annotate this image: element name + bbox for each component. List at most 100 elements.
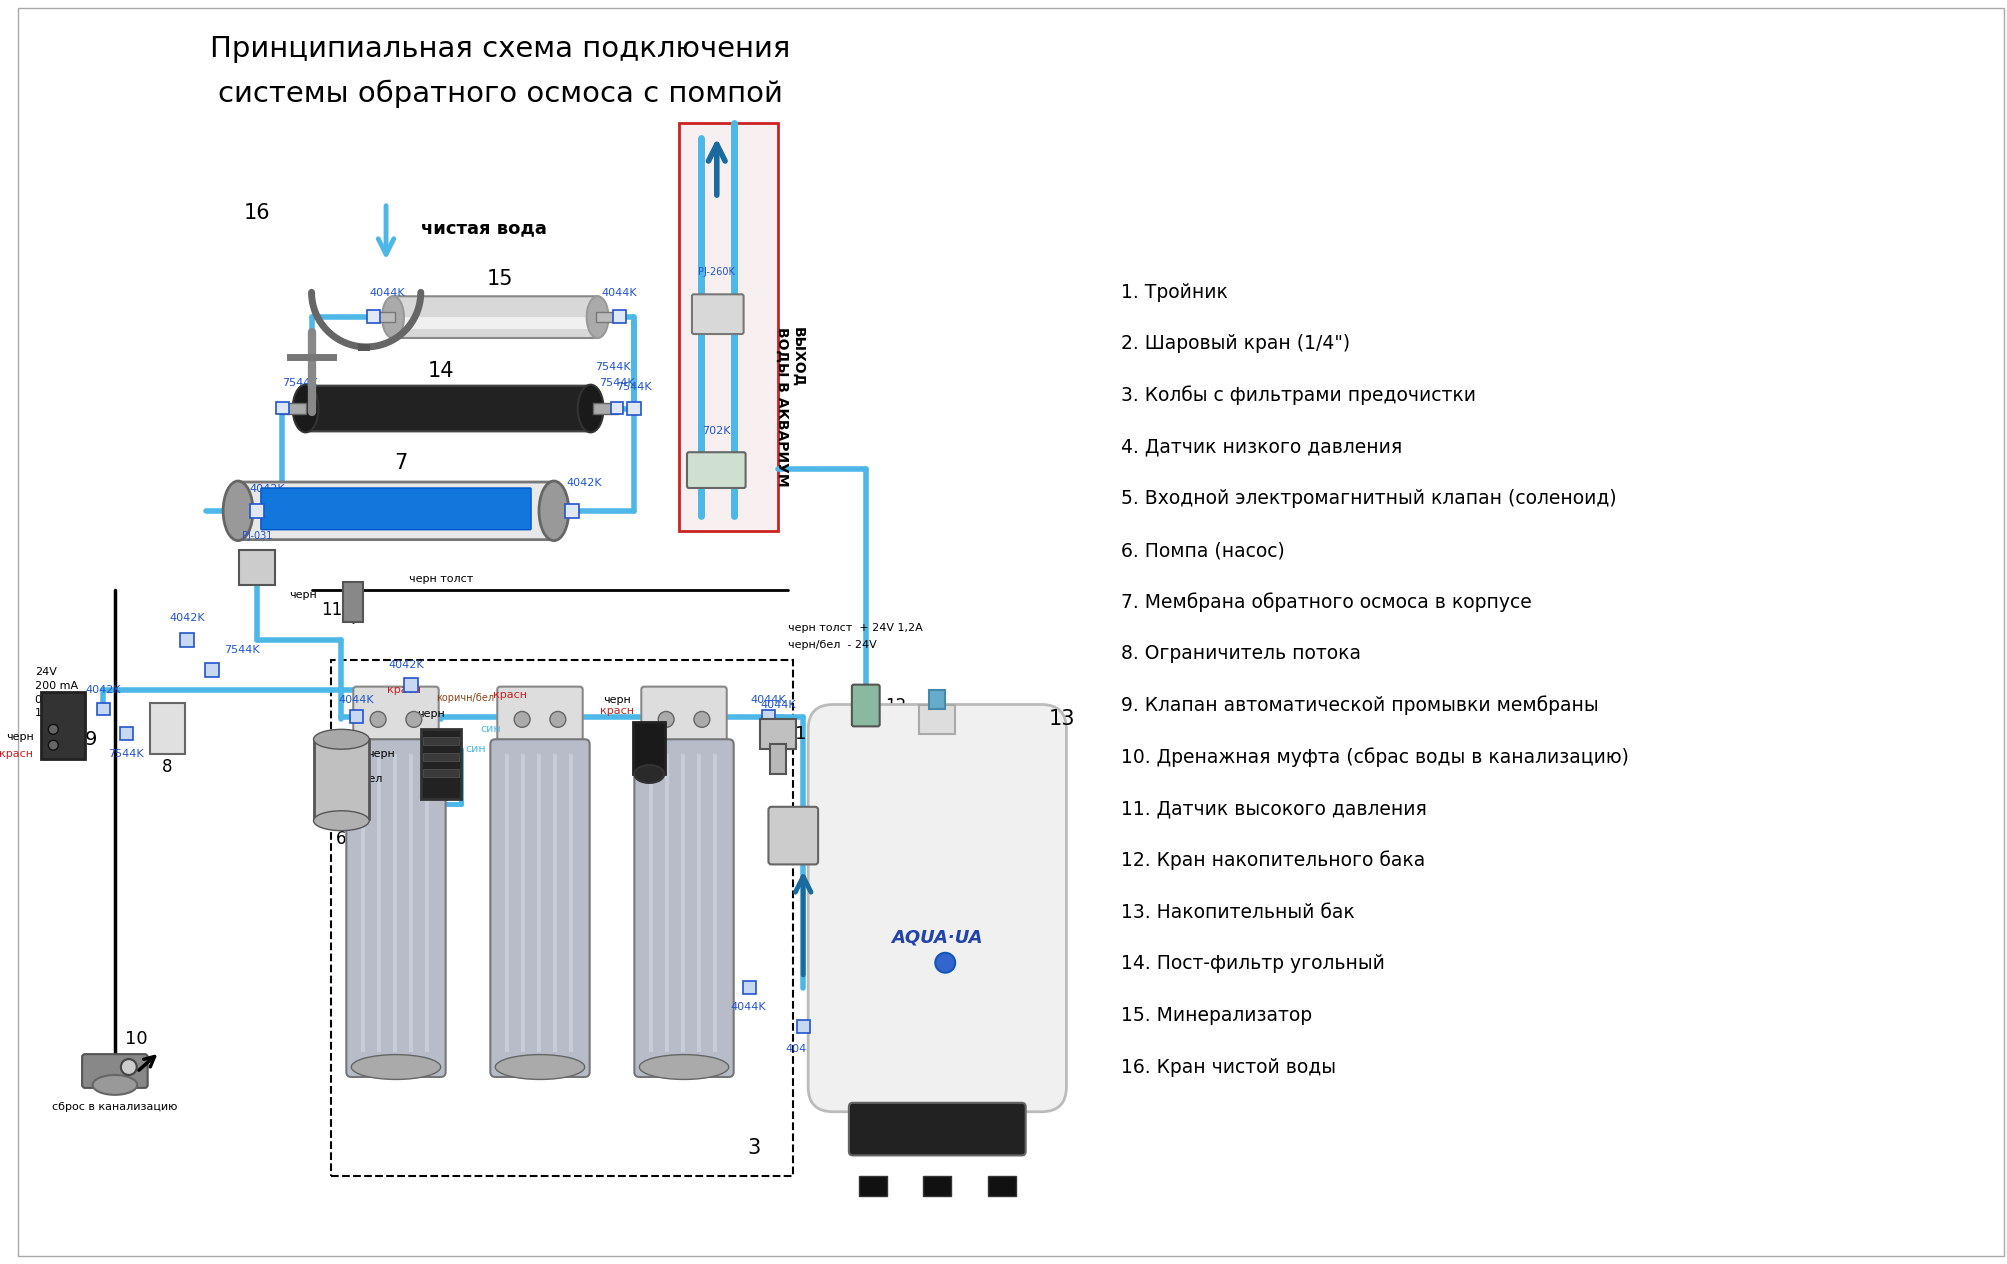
Bar [987, 1177, 1016, 1196]
Circle shape [405, 712, 421, 727]
Circle shape [48, 741, 58, 751]
Circle shape [120, 1059, 136, 1074]
Text: син: син [480, 724, 500, 734]
Bar [648, 755, 652, 1052]
Text: черн: черн [289, 590, 317, 600]
Circle shape [694, 712, 710, 727]
Text: 3: 3 [747, 1139, 761, 1159]
Text: 6: 6 [335, 829, 347, 848]
Bar [279, 402, 305, 415]
Text: 8. Ограничитель потока: 8. Ограничитель потока [1120, 645, 1361, 664]
Text: PJ-260K: PJ-260K [698, 268, 735, 278]
Ellipse shape [92, 1074, 136, 1095]
Bar [425, 755, 429, 1052]
Bar [423, 753, 458, 761]
Bar [626, 402, 640, 416]
Text: 4042K: 4042K [249, 484, 285, 494]
Text: 15: 15 [488, 269, 514, 289]
Text: красн: красн [0, 750, 34, 760]
Bar [761, 719, 797, 750]
Text: 702K: 702K [702, 426, 731, 436]
Text: красн: красн [600, 707, 634, 717]
Bar [42, 691, 84, 760]
Bar [151, 703, 185, 755]
Text: красн: красн [387, 685, 421, 695]
FancyBboxPatch shape [634, 739, 733, 1077]
Text: 4042K: 4042K [566, 478, 602, 488]
Text: черн/бел  - 24V: черн/бел - 24V [789, 640, 877, 650]
FancyBboxPatch shape [692, 295, 743, 334]
Text: Принципиальная схема подключения: Принципиальная схема подключения [211, 35, 791, 63]
Text: AQUA·UA: AQUA·UA [891, 929, 983, 947]
Text: черн: черн [6, 732, 34, 742]
Text: 1: 1 [795, 726, 805, 743]
Bar [536, 755, 540, 1052]
Bar [763, 710, 775, 723]
Text: системы обратного осмоса с помпой: системы обратного осмоса с помпой [217, 80, 783, 107]
Bar [423, 769, 458, 777]
Bar [120, 727, 132, 741]
Bar [610, 402, 622, 415]
Ellipse shape [496, 1054, 584, 1079]
Text: 4044K: 4044K [369, 288, 405, 298]
Bar [377, 755, 381, 1052]
Text: сброс в канализацию: сброс в канализацию [52, 1102, 177, 1112]
Bar [403, 678, 417, 691]
Text: черн толст: черн толст [407, 574, 472, 584]
Bar [421, 729, 460, 799]
Bar [522, 755, 526, 1052]
Text: 4044K: 4044K [751, 694, 787, 704]
Bar [371, 312, 395, 322]
Bar [568, 755, 572, 1052]
Text: 11. Датчик высокого давления: 11. Датчик высокого давления [1120, 799, 1427, 818]
Text: 4042K: 4042K [387, 660, 423, 670]
Bar [367, 310, 379, 324]
Bar [239, 550, 275, 585]
Bar [564, 504, 578, 518]
FancyBboxPatch shape [490, 739, 590, 1077]
Text: 4: 4 [674, 752, 686, 770]
FancyBboxPatch shape [345, 739, 446, 1077]
Text: красн: красн [494, 690, 528, 699]
Bar [680, 755, 684, 1052]
Text: 10. Дренажная муфта (сбрас воды в канализацию): 10. Дренажная муфта (сбрас воды в канали… [1120, 747, 1628, 767]
Text: 4042K: 4042K [84, 685, 120, 695]
Text: 4044K: 4044K [761, 699, 797, 709]
Text: син: син [466, 744, 486, 755]
Bar [552, 755, 556, 1052]
Bar [919, 704, 955, 734]
FancyBboxPatch shape [769, 806, 817, 865]
Circle shape [514, 712, 530, 727]
Bar [929, 690, 945, 709]
Text: 4044K: 4044K [602, 288, 636, 298]
Circle shape [48, 724, 58, 734]
Text: 10: 10 [124, 1030, 149, 1048]
Ellipse shape [578, 384, 604, 432]
FancyBboxPatch shape [849, 1102, 1026, 1155]
Bar [343, 583, 363, 622]
Ellipse shape [634, 765, 664, 782]
FancyBboxPatch shape [686, 453, 745, 488]
Text: 16: 16 [243, 202, 271, 222]
FancyBboxPatch shape [807, 704, 1066, 1112]
Bar [678, 124, 779, 531]
Ellipse shape [293, 384, 319, 432]
Bar [275, 402, 289, 415]
Text: 4044K: 4044K [731, 1002, 767, 1012]
Ellipse shape [638, 1054, 729, 1079]
Text: 200 mA: 200 mA [36, 680, 78, 690]
Bar [596, 312, 618, 322]
Text: 7544K: 7544K [594, 362, 630, 372]
FancyBboxPatch shape [261, 488, 530, 530]
Text: черн: черн [604, 694, 630, 704]
Text: 3. Колбы с фильтрами предочистки: 3. Колбы с фильтрами предочистки [1120, 386, 1475, 406]
Bar [696, 755, 700, 1052]
Circle shape [658, 712, 674, 727]
Text: 16. Кран чистой воды: 16. Кран чистой воды [1120, 1058, 1335, 1077]
Text: 12. Кран накопительного бака: 12. Кран накопительного бака [1120, 851, 1425, 871]
Ellipse shape [313, 729, 369, 750]
Text: 13. Накопительный бак: 13. Накопительный бак [1120, 902, 1355, 921]
Bar [664, 755, 668, 1052]
Text: 8: 8 [163, 758, 173, 776]
Text: 12: 12 [885, 698, 905, 715]
